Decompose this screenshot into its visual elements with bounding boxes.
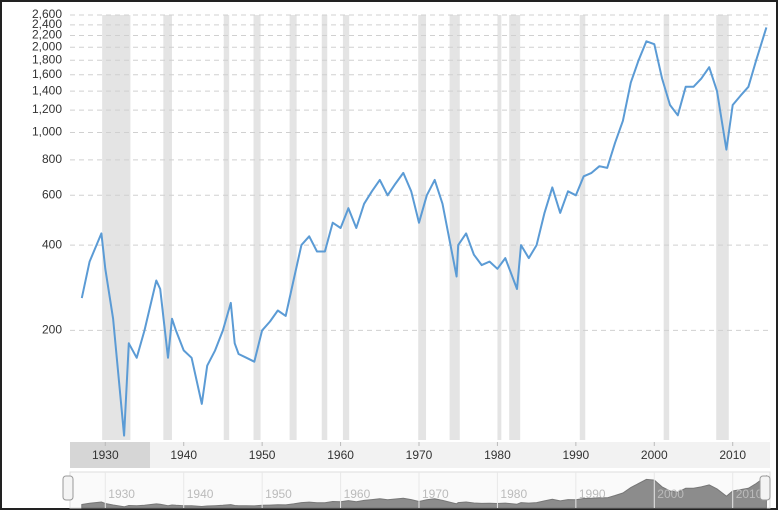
- navigator-label: 1950: [265, 487, 292, 501]
- navigator-label: 1970: [422, 487, 449, 501]
- recession-band: [163, 15, 172, 440]
- selected-range: [70, 442, 150, 468]
- recession-band: [253, 15, 261, 440]
- y-tick-label: 2,600: [32, 7, 62, 21]
- navigator-label: 1980: [500, 487, 527, 501]
- y-tick-label: 2,400: [32, 17, 62, 31]
- recession-band: [342, 15, 350, 440]
- y-tick-label: 1,800: [32, 52, 62, 66]
- recession-band: [321, 15, 328, 440]
- y-tick-label: 1,400: [32, 83, 62, 97]
- navigator-group: 1930 1940 1950 1960 1970 1980 1990 2000 2010: [81, 472, 767, 509]
- x-tick-label: 2000: [641, 448, 668, 462]
- y-tick-label: 1,200: [32, 102, 62, 116]
- y-tick-label: 1,600: [32, 67, 62, 81]
- y-tick-label: 400: [42, 237, 62, 251]
- x-axis-band: [70, 442, 770, 468]
- navigator-handle[interactable]: [62, 475, 74, 501]
- navigator-handle[interactable]: [759, 475, 771, 501]
- x-tick-label: 1950: [249, 448, 276, 462]
- recession-band: [289, 15, 297, 440]
- y-tick-label: 800: [42, 152, 62, 166]
- recession-band: [449, 15, 460, 440]
- navigator-label: 2000: [657, 487, 684, 501]
- x-tick-label: 1990: [563, 448, 590, 462]
- recession-band: [418, 15, 427, 440]
- y-tick-label: 600: [42, 187, 62, 201]
- navigator-label: 2010: [736, 487, 763, 501]
- x-tick-label: 1980: [484, 448, 511, 462]
- recession-band: [223, 15, 230, 440]
- x-tick-label: 1940: [170, 448, 197, 462]
- x-tick-label: 1930: [92, 448, 119, 462]
- navigator-area: [81, 475, 767, 509]
- navigator-label: 1990: [579, 487, 606, 501]
- recession-band: [579, 15, 586, 440]
- y-tick-label: 2,000: [32, 39, 62, 53]
- x-tick-label: 2010: [719, 448, 746, 462]
- navigator-label: 1960: [344, 487, 371, 501]
- navigator-label: 1930: [108, 487, 135, 501]
- y-tick-label: 2,200: [32, 28, 62, 42]
- data-line: [80, 27, 768, 437]
- y-tick-label: 1,000: [32, 125, 62, 139]
- x-tick-label: 1960: [327, 448, 354, 462]
- recession-band: [509, 15, 521, 440]
- y-tick-label: 200: [42, 323, 62, 337]
- navigator-label: 1940: [187, 487, 214, 501]
- recession-band: [716, 15, 729, 440]
- recession-band: [497, 15, 502, 440]
- recession-band: [663, 15, 670, 440]
- x-tick-label: 1970: [406, 448, 433, 462]
- recession-band: [102, 15, 131, 440]
